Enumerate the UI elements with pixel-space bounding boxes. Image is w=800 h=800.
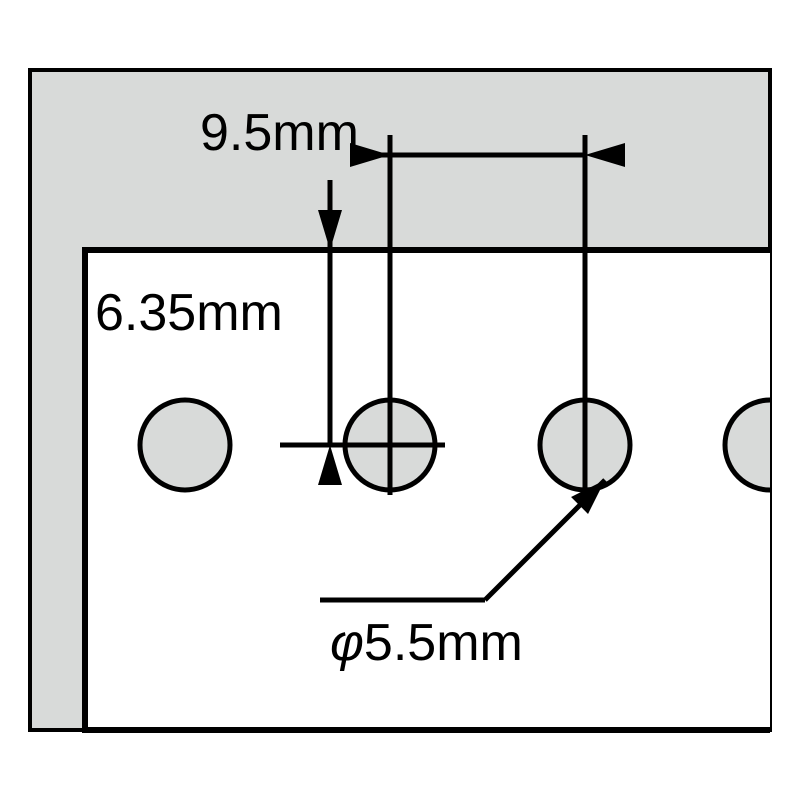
pitch-label: 9.5mm [200, 104, 359, 162]
diagram-stage: 9.5mm 6.35mm φ5.5mm [0, 0, 800, 800]
hole-3 [725, 400, 800, 490]
dia-label: φ5.5mm [330, 614, 523, 672]
hole-0 [140, 400, 230, 490]
offset-label: 6.35mm [95, 284, 283, 342]
technical-drawing: 9.5mm 6.35mm φ5.5mm [0, 0, 800, 800]
